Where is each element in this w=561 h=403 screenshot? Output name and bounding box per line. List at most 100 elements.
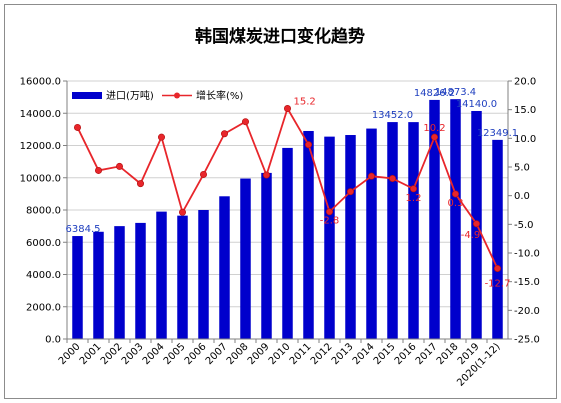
bar (408, 122, 419, 340)
bar (72, 236, 83, 339)
rate-point (221, 130, 229, 138)
rate-point (179, 208, 187, 216)
bar-value-label: 13452.0 (372, 110, 413, 121)
right-axis-tick-label: 10.0 (514, 134, 536, 145)
rate-value-label: -12.7 (485, 278, 511, 289)
legend-bar-swatch (72, 92, 102, 99)
bar (282, 147, 293, 339)
x-axis-tick-label: 2013 (330, 341, 356, 367)
rate-point (451, 190, 459, 198)
x-axis-tick-label: 2012 (309, 341, 335, 367)
bar-value-label: 12349.1 (477, 128, 518, 139)
x-axis-tick-label: 2003 (120, 341, 146, 367)
right-axis-tick-label: -5.0 (514, 220, 534, 231)
bar (261, 172, 272, 339)
x-axis-tick-label: 2015 (372, 341, 398, 367)
rate-point (472, 220, 480, 228)
bar-series (72, 99, 503, 340)
right-axis-tick-label: -25.0 (514, 335, 540, 346)
x-axis-tick-label: 2010 (267, 341, 293, 367)
right-axis-tick-label: -15.0 (514, 277, 540, 288)
bar (366, 128, 377, 339)
legend: 进口(万吨) 增长率(%) (72, 89, 243, 102)
x-axis-tick-label: 2016 (393, 341, 419, 367)
rate-value-label: 1.2 (406, 193, 422, 204)
left-axis-tick-label: 14000.0 (20, 109, 61, 120)
x-axis-tick-label: 2011 (288, 341, 314, 367)
x-axis-tick-label: 2005 (162, 341, 188, 367)
legend-line-marker (174, 92, 180, 99)
left-axis-tick-label: 10000.0 (20, 173, 61, 184)
right-axis-tick-label: 0.0 (514, 191, 530, 202)
bar (177, 215, 188, 339)
x-axis-tick-label: 2004 (141, 341, 167, 367)
rate-point (95, 166, 103, 174)
bar (492, 139, 503, 339)
bar (240, 178, 251, 339)
bar (114, 226, 125, 339)
bar-value-label: 14826.2 (414, 88, 455, 99)
bar (198, 210, 209, 339)
rate-point (262, 171, 270, 179)
rate-point (137, 180, 145, 188)
rate-point (116, 162, 124, 170)
rate-value-label: -4.9 (461, 230, 481, 241)
right-axis-tick-label: -20.0 (514, 306, 540, 317)
rate-value-label: 0.3 (448, 198, 464, 209)
bar-value-label: 6384.5 (66, 224, 101, 235)
left-axis-tick-label: 4000.0 (26, 270, 61, 281)
right-axis-tick-label: 20.0 (514, 77, 536, 88)
rate-value-label: -2.8 (320, 216, 340, 227)
rate-point (430, 133, 438, 141)
x-axis-tick-label: 2002 (99, 341, 125, 367)
left-axis-tick-label: 6000.0 (26, 238, 61, 249)
legend-line-label: 增长率(%) (196, 89, 243, 102)
x-axis-tick-label: 2017 (414, 341, 440, 367)
x-axis-tick-label: 2007 (204, 341, 230, 367)
bar (324, 136, 335, 339)
rate-point (493, 264, 501, 272)
rate-point (409, 185, 417, 193)
bar (93, 231, 104, 339)
rate-point (367, 172, 375, 180)
rate-value-label: 10.2 (423, 123, 445, 134)
bar (156, 211, 167, 339)
bar-value-label: 14873.4 (435, 87, 476, 98)
bar (429, 99, 440, 340)
chart-title: 韩国煤炭进口变化趋势 (195, 26, 365, 47)
left-axis-tick-label: 0.0 (45, 335, 61, 346)
bar (387, 122, 398, 339)
x-axis-tick-label: 2001 (78, 341, 104, 367)
x-axis-tick-label: 2008 (225, 341, 251, 367)
bar (219, 196, 230, 339)
bar (450, 99, 461, 339)
left-axis-tick-label: 12000.0 (20, 141, 61, 152)
rate-point (283, 105, 291, 113)
bar (345, 135, 356, 339)
rate-point (242, 118, 250, 126)
x-axis-tick-label: 2018 (435, 341, 461, 367)
right-axis-tick-label: 5.0 (514, 163, 530, 174)
left-axis-tick-label: 16000.0 (20, 77, 61, 88)
bar (303, 130, 314, 339)
rate-value-label: 15.2 (294, 97, 316, 108)
x-axis-tick-label: 2006 (183, 341, 209, 367)
rate-point (74, 123, 82, 131)
x-axis-tick-label: 2009 (246, 341, 272, 367)
rate-point (325, 208, 333, 216)
rate-point (200, 170, 208, 178)
x-axis-tick-label: 2014 (351, 341, 377, 367)
bar (135, 222, 146, 339)
left-axis-tick-label: 8000.0 (26, 206, 61, 217)
rate-point (158, 133, 166, 141)
rate-point (346, 188, 354, 196)
right-axis-tick-label: -10.0 (514, 249, 540, 260)
rate-point (304, 141, 312, 149)
legend-bar-label: 进口(万吨) (106, 89, 154, 102)
rate-point (388, 174, 396, 182)
left-axis-tick-label: 2000.0 (26, 302, 61, 313)
bar-value-label: 14140.0 (456, 99, 497, 110)
rate-series (74, 105, 501, 272)
